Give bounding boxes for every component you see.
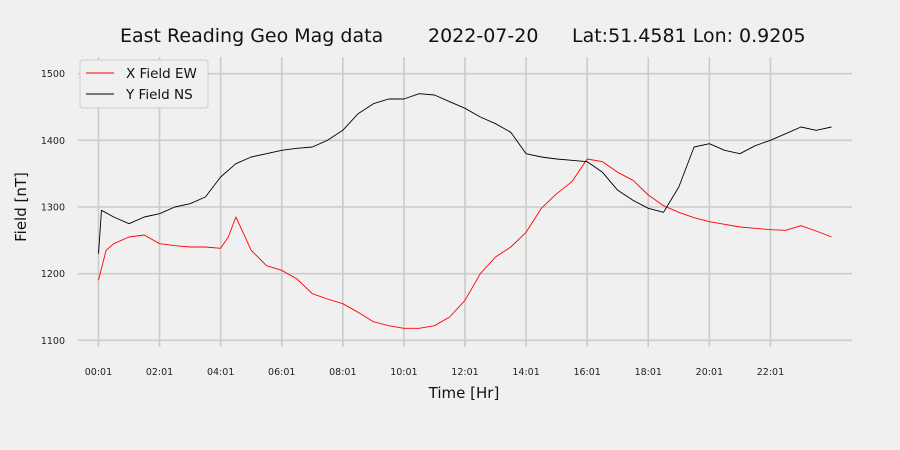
grid-lines: [78, 57, 852, 347]
legend-box: [79, 59, 209, 109]
x-axis-ticks: 00:01 02:01 04:01 06:01 08:01 10:01 12:01 14:01…: [85, 367, 784, 378]
series-lines: [98, 93, 832, 329]
legend-label-y-field: Y Field NS: [125, 87, 193, 103]
x-tick-label-0: 00:01: [85, 367, 112, 378]
series-line-1: [98, 93, 832, 254]
x-tick-label-9: 18:01: [635, 367, 662, 378]
x-tick-label-5: 10:01: [390, 367, 417, 378]
chart-title-location: Lat:51.4581 Lon: 0.9205: [572, 25, 806, 47]
x-tick-label-11: 22:01: [757, 367, 784, 378]
y-axis-ticks: 1100 1200 1300 1400 1500: [41, 69, 65, 347]
x-tick-label-4: 08:01: [329, 367, 356, 378]
y-tick-label-4: 1500: [41, 69, 65, 80]
x-tick-label-8: 16:01: [573, 367, 600, 378]
series-line-0: [98, 158, 832, 329]
chart-title-date: 2022-07-20: [428, 25, 538, 47]
y-tick-label-3: 1400: [41, 136, 65, 147]
legend-label-x-field: X Field EW: [126, 66, 197, 82]
x-tick-label-2: 04:01: [207, 367, 234, 378]
x-tick-label-7: 14:01: [512, 367, 539, 378]
y-tick-label-0: 1100: [41, 336, 65, 347]
x-tick-label-6: 12:01: [451, 367, 478, 378]
y-tick-label-1: 1200: [41, 269, 65, 280]
x-tick-label-10: 20:01: [696, 367, 723, 378]
y-tick-label-2: 1300: [41, 203, 65, 214]
x-axis-label: Time [Hr]: [428, 384, 500, 402]
chart-title-station: East Reading Geo Mag data: [120, 25, 383, 47]
x-tick-label-1: 02:01: [146, 367, 173, 378]
y-axis-label: Field [nT]: [12, 172, 30, 242]
x-tick-label-3: 06:01: [268, 367, 295, 378]
legend: X Field EW Y Field NS: [79, 59, 209, 109]
